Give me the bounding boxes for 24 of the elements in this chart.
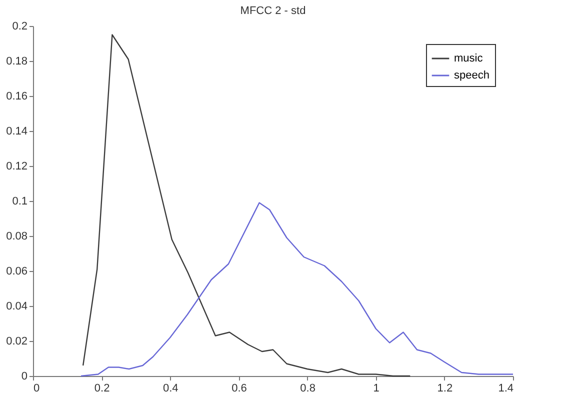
- x-tick-label: 0.4: [162, 382, 178, 394]
- legend-label: music: [454, 52, 484, 64]
- y-tick-label: 0.04: [6, 300, 28, 312]
- y-tick-label: 0.02: [6, 336, 28, 348]
- y-tick-label: 0.1: [12, 196, 28, 208]
- x-tick-label: 0.6: [232, 382, 247, 394]
- line-series: [80, 202, 514, 377]
- line-series: [82, 34, 411, 377]
- y-tick-label: 0.12: [6, 160, 28, 172]
- x-tick-label: 0.2: [94, 382, 110, 394]
- y-tick-label: 0.06: [6, 266, 28, 278]
- y-tick-label: 0.16: [6, 90, 28, 102]
- y-tick-label: 0: [21, 370, 28, 382]
- y-tick-label: 0.08: [6, 230, 28, 242]
- y-tick-label: 0.18: [6, 56, 28, 68]
- x-tick-label: 0: [34, 382, 40, 394]
- chart-title: MFCC 2 - std: [240, 5, 306, 17]
- x-tick-label: 1.2: [437, 382, 453, 394]
- x-tick-label: 1.4: [498, 382, 514, 394]
- x-tick-label: 1: [373, 382, 380, 394]
- y-tick-label: 0.14: [6, 126, 28, 138]
- x-tick-label: 0.8: [300, 382, 316, 394]
- y-tick-label: 0.2: [12, 20, 28, 32]
- legend-label: speech: [454, 70, 490, 82]
